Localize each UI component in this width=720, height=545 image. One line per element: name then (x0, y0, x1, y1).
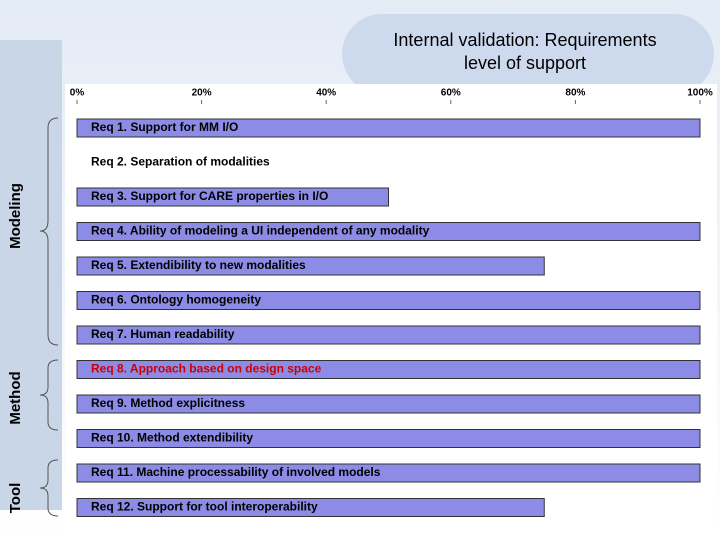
brace (39, 117, 59, 346)
x-tick-label: 100% (687, 88, 713, 99)
chart-title-line: level of support (464, 53, 586, 73)
group-labels: Modeling Method Tool (7, 117, 59, 517)
category-label: Req 9. Method explicitness (91, 396, 245, 410)
chart-title-line: Internal validation: Requirements (393, 30, 656, 50)
x-tick-label: 60% (441, 88, 461, 99)
category-label: Req 2. Separation of modalities (91, 155, 270, 169)
category-label: Req 8. Approach based on design space (91, 362, 322, 376)
category-label: Req 6. Ontology homogeneity (91, 293, 261, 307)
bar (76, 463, 701, 483)
group-label: Method (7, 371, 24, 424)
category-label: Req 3. Support for CARE properties in I/… (91, 189, 328, 203)
category-label: Req 4. Ability of modeling a UI independ… (91, 224, 430, 238)
x-tick-label: 0% (70, 88, 85, 99)
group-label: Tool (7, 483, 24, 514)
side-band (0, 40, 62, 510)
bar (76, 187, 389, 207)
x-tick-label: 80% (565, 88, 585, 99)
bar (76, 429, 701, 448)
bar (76, 325, 701, 345)
category-label: Req 10. Method extendibility (91, 431, 253, 445)
group-label: Modeling (7, 183, 24, 249)
category-label: Req 11. Machine processability of involv… (91, 465, 381, 479)
bar (76, 291, 701, 310)
bar (76, 360, 701, 379)
category-label: Req 1. Support for MM I/O (91, 120, 238, 134)
title-pill (342, 14, 714, 94)
category-label: Req 5. Extendibility to new modalities (91, 258, 306, 272)
bar (76, 256, 545, 276)
category-label: Req 12. Support for tool interoperabilit… (91, 500, 318, 514)
bar (76, 118, 701, 138)
brace (39, 459, 59, 517)
x-tick-label: 40% (316, 88, 336, 99)
brace (39, 359, 59, 431)
bar (76, 394, 701, 414)
category-label: Req 7. Human readability (91, 327, 235, 341)
bar (76, 222, 701, 241)
x-tick-label: 20% (192, 88, 212, 99)
bar (76, 498, 545, 517)
